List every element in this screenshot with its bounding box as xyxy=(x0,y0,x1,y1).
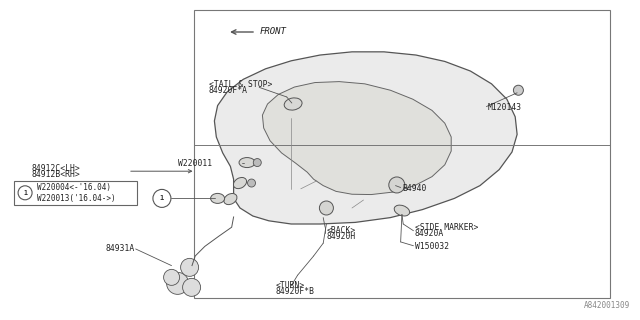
Text: 84920F*B: 84920F*B xyxy=(275,287,314,296)
Polygon shape xyxy=(214,52,517,224)
Text: 84920F*A: 84920F*A xyxy=(209,86,248,95)
Circle shape xyxy=(389,177,405,193)
Text: B4940: B4940 xyxy=(402,184,426,193)
Text: <TURN>: <TURN> xyxy=(275,281,305,290)
Circle shape xyxy=(248,179,255,187)
Text: FRONT: FRONT xyxy=(259,28,286,36)
Circle shape xyxy=(253,158,261,166)
Ellipse shape xyxy=(284,98,302,110)
Circle shape xyxy=(18,186,32,200)
Text: 1: 1 xyxy=(160,196,164,201)
Text: W220011: W220011 xyxy=(178,159,212,168)
Text: 84931A: 84931A xyxy=(105,244,134,253)
Text: 84920A: 84920A xyxy=(415,229,444,238)
Ellipse shape xyxy=(211,193,225,204)
Text: <SIDE MARKER>: <SIDE MARKER> xyxy=(415,223,478,232)
Text: <TAIL & STOP>: <TAIL & STOP> xyxy=(209,80,272,89)
Circle shape xyxy=(164,269,180,285)
Text: M120143: M120143 xyxy=(488,103,522,112)
Circle shape xyxy=(166,272,189,294)
Circle shape xyxy=(513,85,524,95)
Ellipse shape xyxy=(234,178,246,188)
Text: <BACK>: <BACK> xyxy=(326,226,356,235)
Bar xyxy=(14,181,137,205)
Circle shape xyxy=(153,189,171,207)
Text: W150032: W150032 xyxy=(415,242,449,251)
Text: 84912C<LH>: 84912C<LH> xyxy=(32,164,81,173)
Text: W220004<-'16.04): W220004<-'16.04) xyxy=(37,183,111,192)
Text: 84920H: 84920H xyxy=(326,232,356,241)
Text: 84912B<RH>: 84912B<RH> xyxy=(32,170,81,179)
Text: A842001309: A842001309 xyxy=(584,301,630,310)
Circle shape xyxy=(182,278,200,296)
Polygon shape xyxy=(262,82,451,195)
Ellipse shape xyxy=(224,194,237,204)
Text: W220013('16.04->): W220013('16.04->) xyxy=(37,194,116,203)
Circle shape xyxy=(319,201,333,215)
Text: 1: 1 xyxy=(23,190,27,196)
Bar xyxy=(193,10,610,298)
Ellipse shape xyxy=(239,157,255,168)
Ellipse shape xyxy=(394,205,410,216)
Circle shape xyxy=(180,258,198,276)
